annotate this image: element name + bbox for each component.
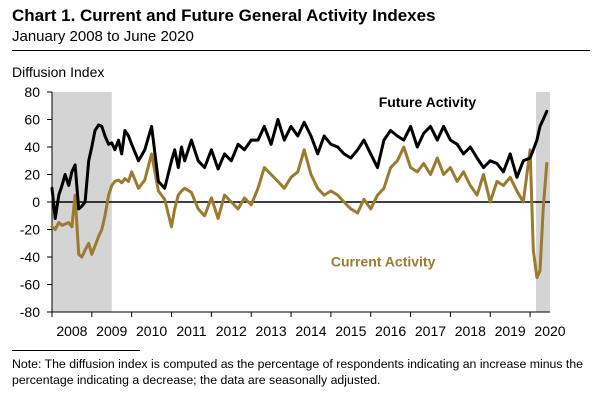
- y-tick-label: 80: [24, 84, 40, 100]
- y-tick-label: -60: [20, 277, 40, 293]
- y-tick-label: 0: [32, 194, 40, 210]
- x-tick-label: 2011: [176, 323, 206, 339]
- y-tick-label: -20: [20, 222, 40, 238]
- x-tick-label: 2015: [335, 323, 366, 339]
- series-label: Future Activity: [379, 94, 477, 110]
- x-tick-label: 2014: [295, 323, 326, 339]
- x-tick-label: 2016: [375, 323, 406, 339]
- x-tick-label: 2018: [455, 323, 486, 339]
- x-ticks: 2008 2009 2010 2011 2012 2013 2014 2015 2016 2017…: [51, 311, 566, 339]
- note-rule: [12, 350, 140, 351]
- y-axis-label: Diffusion Index: [12, 64, 105, 80]
- series-line-current-activity: [50, 145, 549, 280]
- x-tick-label: 2017: [415, 323, 446, 339]
- x-tick-label: 2008: [56, 323, 87, 339]
- series-label: Current Activity: [331, 254, 436, 270]
- x-tick-label: 2020: [534, 323, 565, 339]
- chart-subtitle: January 2008 to June 2020: [12, 28, 194, 45]
- y-tick-label: -80: [20, 304, 40, 320]
- x-tick-label: 2019: [495, 323, 526, 339]
- title-rule: [12, 50, 590, 51]
- series-line-future-activity: [50, 109, 549, 220]
- series-lines: [50, 109, 550, 280]
- y-tick-label: 20: [24, 167, 40, 183]
- x-tick-label: 2009: [96, 323, 127, 339]
- x-tick-label: 2013: [256, 323, 287, 339]
- footnote: Note: The diffusion index is computed as…: [12, 357, 584, 387]
- y-tick-label: 40: [24, 139, 40, 155]
- y-tick-label: -40: [20, 249, 40, 265]
- chart-title: Chart 1. Current and Future General Acti…: [12, 6, 436, 25]
- x-tick-label: 2010: [136, 323, 167, 339]
- y-ticks: 80 60 40 20 0 -20 -40 -60 -80: [20, 84, 53, 320]
- x-tick-label: 2012: [216, 323, 247, 339]
- y-tick-label: 60: [24, 112, 40, 128]
- series-labels: Future Activity Current Activity: [331, 94, 477, 270]
